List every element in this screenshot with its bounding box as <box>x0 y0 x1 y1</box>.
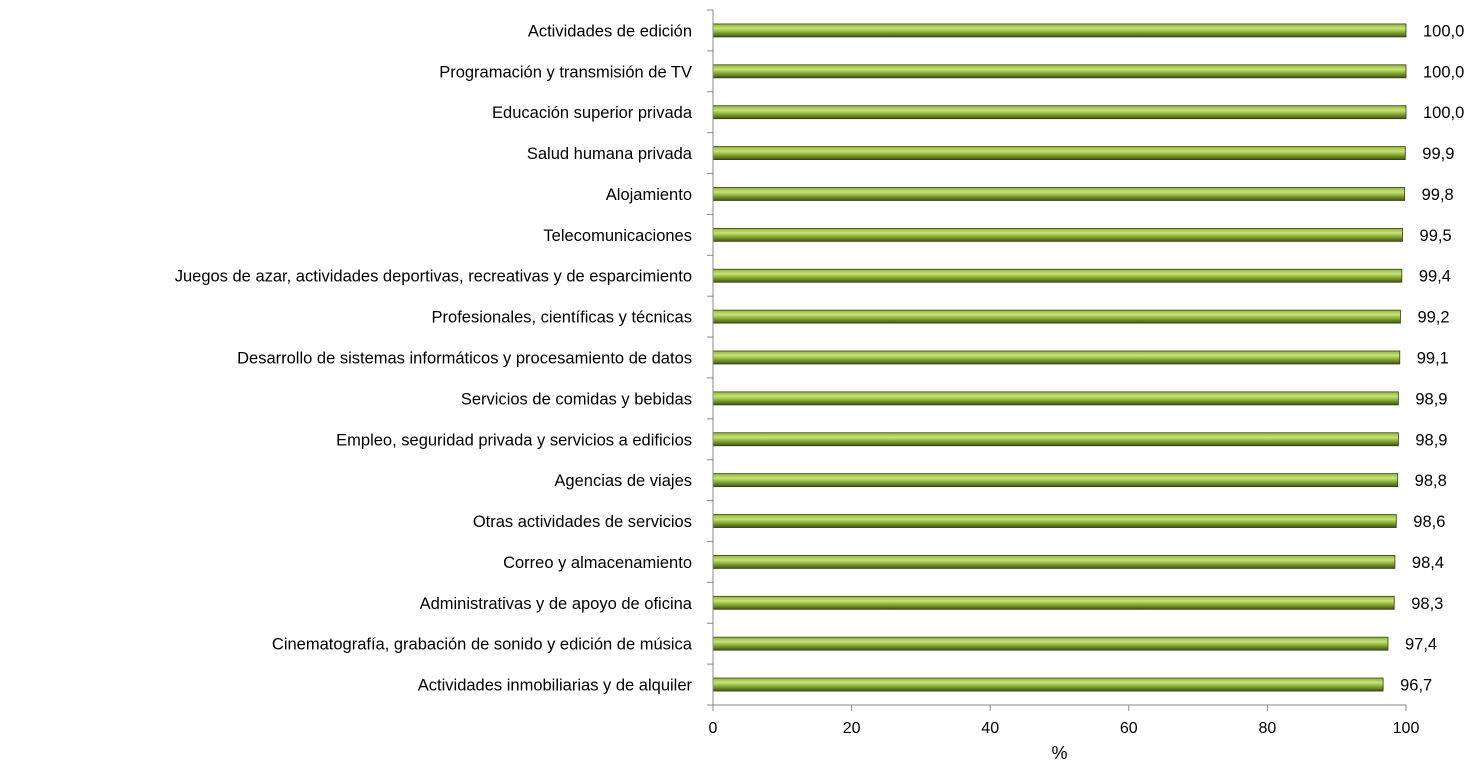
x-tick-label: 100 <box>1393 720 1420 737</box>
value-label: 98,6 <box>1413 513 1445 531</box>
value-label: 99,2 <box>1417 309 1449 327</box>
value-label: 98,4 <box>1412 554 1444 572</box>
value-label: 98,9 <box>1415 431 1447 449</box>
value-label: 97,4 <box>1405 636 1437 654</box>
value-label: 100,0 <box>1423 104 1464 122</box>
value-label: 98,3 <box>1411 595 1443 613</box>
bar <box>712 105 1407 120</box>
category-label: Agencias de viajes <box>554 472 692 490</box>
category-label: Correo y almacenamiento <box>503 554 692 572</box>
category-label: Salud humana privada <box>527 145 693 163</box>
category-label: Servicios de comidas y bebidas <box>461 390 692 408</box>
bar <box>712 350 1401 365</box>
x-tick-label: 80 <box>1259 720 1277 737</box>
bars-group <box>712 23 1407 692</box>
bar <box>712 555 1396 569</box>
value-label: 96,7 <box>1400 677 1432 695</box>
value-label: 99,4 <box>1419 268 1451 286</box>
bar <box>712 146 1406 160</box>
axes: 0 20 40 60 80 100 <box>707 9 1420 737</box>
value-label: 99,9 <box>1422 145 1454 163</box>
x-tick-label: 20 <box>843 720 861 737</box>
bar <box>712 309 1401 324</box>
bar <box>712 227 1403 242</box>
bar <box>712 64 1407 79</box>
category-label: Juegos de azar, actividades deportivas, … <box>175 268 692 286</box>
category-label: Telecomunicaciones <box>543 227 692 245</box>
value-label: 99,1 <box>1417 350 1449 368</box>
category-label: Empleo, seguridad privada y servicios a … <box>336 431 692 449</box>
value-label: 100,0 <box>1423 22 1464 40</box>
bar <box>712 432 1399 447</box>
bar <box>712 677 1384 692</box>
category-label: Otras actividades de servicios <box>473 513 692 531</box>
category-label: Actividades de edición <box>528 22 692 40</box>
bar <box>712 514 1397 528</box>
category-label: Alojamiento <box>606 186 692 204</box>
bar <box>712 595 1395 610</box>
value-label: 100,0 <box>1423 63 1464 81</box>
category-label: Profesionales, científicas y técnicas <box>432 309 692 327</box>
category-label: Actividades inmobiliarias y de alquiler <box>418 677 693 695</box>
bar <box>712 636 1389 651</box>
bar <box>712 473 1399 488</box>
category-label: Administrativas y de apoyo de oficina <box>420 595 693 613</box>
category-label: Cinematografía, grabación de sonido y ed… <box>272 636 693 654</box>
category-label: Educación superior privada <box>492 104 693 122</box>
x-tick-label: 40 <box>981 720 999 737</box>
category-label: Programación y transmisión de TV <box>439 63 692 81</box>
value-label: 98,9 <box>1415 390 1447 408</box>
x-tick-label: 0 <box>709 720 718 737</box>
category-labels: Actividades de edición Programación y tra… <box>175 22 693 694</box>
bar <box>712 268 1403 283</box>
x-tick-label: 60 <box>1120 720 1138 737</box>
bar <box>712 391 1399 406</box>
value-label: 99,8 <box>1422 186 1454 204</box>
value-label: 99,5 <box>1420 227 1452 245</box>
x-axis-title: % <box>1051 743 1067 763</box>
value-label: 98,8 <box>1415 472 1447 490</box>
category-label: Desarrollo de sistemas informáticos y pr… <box>237 350 692 368</box>
bar <box>712 187 1406 201</box>
value-labels: 100,0 100,0 100,0 99,9 99,8 99,5 99,4 99,2 99,1 9… <box>1400 22 1464 694</box>
bar <box>712 23 1407 38</box>
